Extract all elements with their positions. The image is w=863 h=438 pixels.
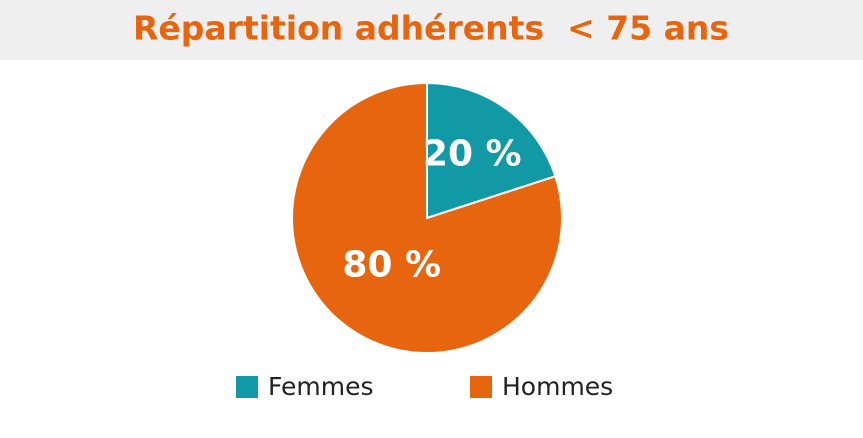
legend-swatch	[470, 376, 492, 398]
slice-label: 20 %	[423, 134, 522, 175]
legend-label: Femmes	[268, 372, 374, 401]
legend-label: Hommes	[502, 372, 613, 401]
title-band	[0, 0, 863, 60]
pie-slice	[426, 81, 557, 220]
legend-swatch	[236, 376, 258, 398]
chart-title: Répartition adhérents < 75 ans	[133, 9, 729, 48]
pie-slice	[291, 81, 563, 354]
slice-label: 80 %	[342, 245, 441, 286]
